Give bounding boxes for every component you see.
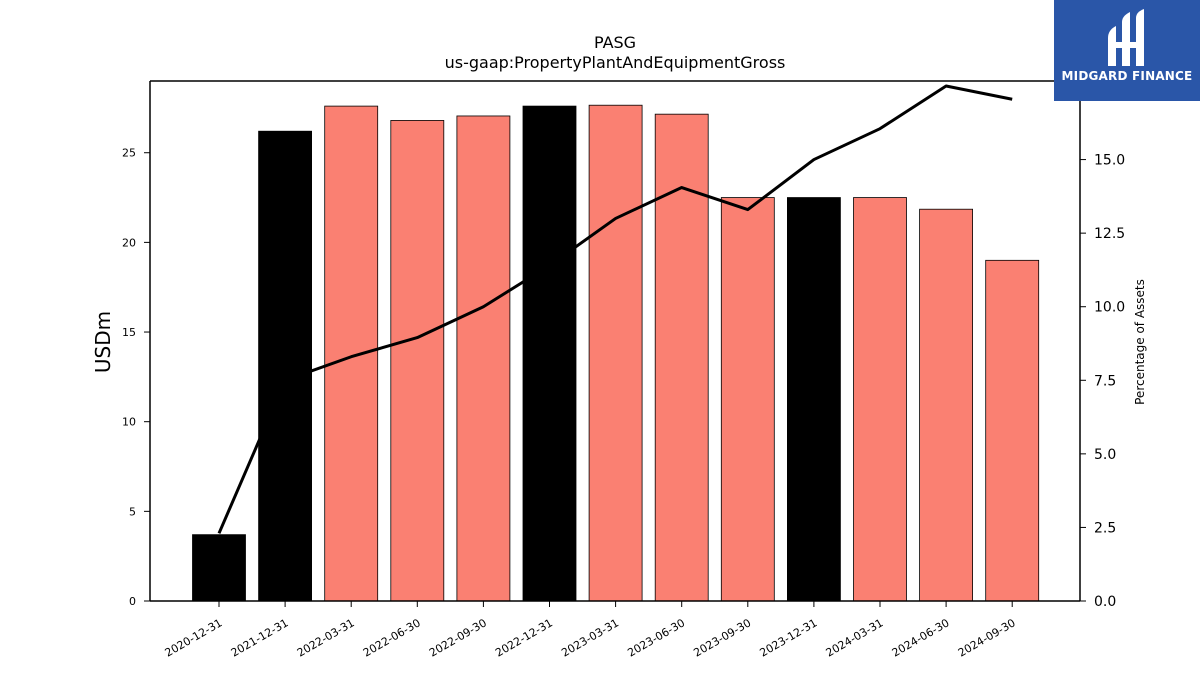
- x-tick-label: 2024-03-31: [824, 616, 886, 659]
- logo-mark-icon: [1108, 9, 1144, 66]
- bar-2023-12-31: [787, 197, 841, 602]
- bar-2022-09-30: [456, 115, 511, 602]
- x-tick-label: 2023-09-30: [691, 616, 753, 659]
- x-tick-label: 2022-03-31: [295, 616, 357, 659]
- bar-2023-03-31: [588, 104, 643, 602]
- bar-2024-09-30: [985, 259, 1040, 602]
- x-tick-label: 2020-12-31: [163, 616, 225, 659]
- y2-tick-label: 5.0: [1094, 447, 1116, 463]
- y-tick-label: 0: [129, 595, 136, 608]
- bar-2023-09-30: [720, 197, 775, 602]
- bar-2024-03-31: [853, 197, 907, 602]
- bars-group: [192, 104, 1040, 602]
- bar-2022-06-30: [390, 120, 445, 602]
- chart-title: PASG: [594, 33, 636, 52]
- chart-subtitle: us-gaap:PropertyPlantAndEquipmentGross: [445, 53, 786, 72]
- y-axis-label: USDm: [91, 311, 115, 373]
- bar-2022-12-31: [522, 105, 577, 602]
- y2-tick-label: 7.5: [1094, 373, 1116, 389]
- bar-2020-12-31: [192, 534, 246, 602]
- y2-tick-label: 2.5: [1094, 520, 1116, 536]
- y2-tick-label: 12.5: [1094, 226, 1125, 242]
- y-tick-label: 10: [122, 416, 136, 429]
- x-tick-label: 2023-12-31: [758, 616, 820, 659]
- x-tick-label: 2022-12-31: [493, 616, 555, 659]
- x-tick-label: 2024-09-30: [956, 616, 1018, 659]
- y2-axis-label: Percentage of Assets: [1133, 279, 1147, 405]
- x-tick-label: 2024-06-30: [890, 616, 952, 659]
- bar-2022-03-31: [324, 105, 379, 602]
- y-tick-label: 15: [122, 326, 136, 339]
- percentage-line: [217, 84, 1013, 534]
- y2-tick-label: 10.0: [1094, 300, 1125, 316]
- x-tick-label: 2022-09-30: [427, 616, 489, 659]
- x-tick-label: 2023-06-30: [625, 616, 687, 659]
- y2-tick-label: 15.0: [1094, 153, 1125, 169]
- bar-2024-06-30: [919, 208, 973, 602]
- y-tick-label: 20: [122, 236, 136, 249]
- x-tick-label: 2022-06-30: [361, 616, 423, 659]
- line-group: [217, 84, 1013, 534]
- y-tick-label: 25: [122, 147, 136, 160]
- x-tick-label: 2023-03-31: [559, 616, 621, 659]
- x-tick-label: 2021-12-31: [229, 616, 291, 659]
- logo: MIDGARD FINANCE: [1054, 0, 1200, 101]
- y2-tick-label: 0.0: [1094, 594, 1116, 610]
- logo-text: MIDGARD FINANCE: [1061, 69, 1193, 83]
- bar-2021-12-31: [258, 130, 313, 602]
- y-tick-label: 5: [129, 505, 136, 518]
